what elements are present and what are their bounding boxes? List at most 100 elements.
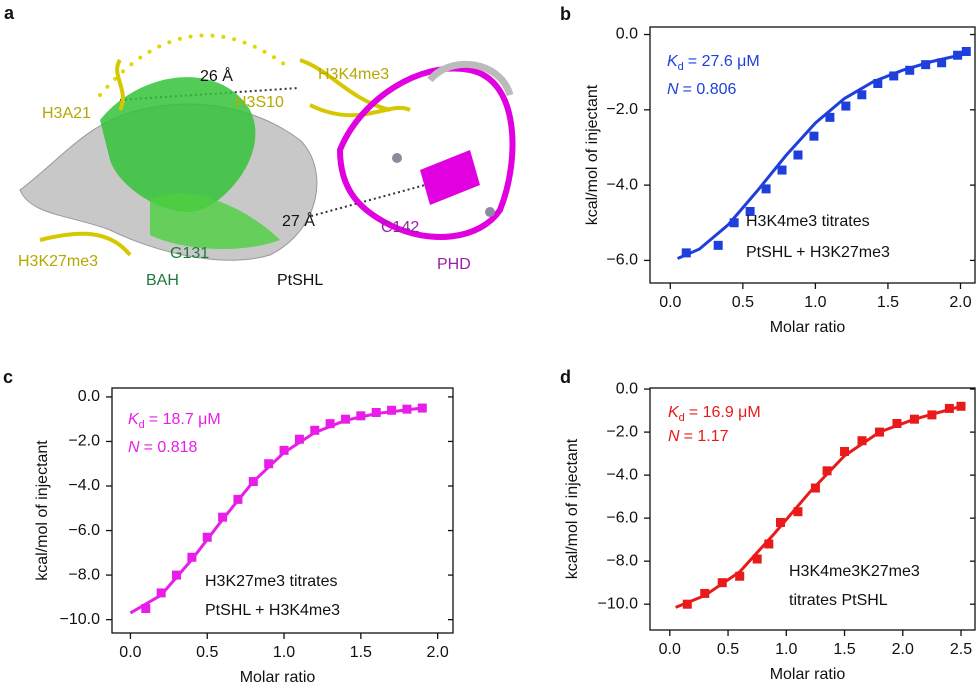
data-point bbox=[341, 415, 350, 424]
data-point bbox=[873, 79, 882, 88]
data-point bbox=[683, 600, 692, 609]
data-point bbox=[945, 404, 954, 413]
kd-value: = 18.7 μM bbox=[149, 411, 221, 428]
structure-label: 26 Å bbox=[200, 66, 233, 85]
structure-label: H3K27me3 bbox=[18, 253, 98, 270]
data-point bbox=[762, 184, 771, 193]
data-point bbox=[157, 588, 166, 597]
panel-label: d bbox=[560, 367, 571, 387]
data-point bbox=[280, 446, 289, 455]
figure: a 26 Å H3K4me3 H3A21 H3S10 27 Å C142 H3K… bbox=[0, 0, 980, 695]
n-value: = 0.818 bbox=[144, 439, 198, 456]
y-tick-label: −8.0 bbox=[68, 566, 100, 583]
n-annotation: N= 0.818 bbox=[128, 439, 197, 456]
x-tick-label: 0.0 bbox=[119, 644, 141, 661]
x-tick-label: 0.5 bbox=[732, 294, 754, 311]
panel-label: b bbox=[560, 4, 571, 24]
data-point bbox=[889, 71, 898, 80]
note: titrates PtSHL bbox=[789, 592, 888, 609]
note: PtSHL + H3K27me3 bbox=[746, 244, 890, 261]
data-point bbox=[372, 408, 381, 417]
kd-annotation: Kd= 16.9 μM bbox=[668, 404, 761, 424]
y-tick-label: −4.0 bbox=[606, 176, 638, 193]
x-tick-label: 2.0 bbox=[949, 294, 971, 311]
data-point bbox=[264, 459, 273, 468]
data-point bbox=[823, 466, 832, 475]
note: H3K27me3 titrates bbox=[205, 573, 338, 590]
x-tick-label: 0.5 bbox=[196, 644, 218, 661]
x-tick-label: 1.5 bbox=[350, 644, 372, 661]
note: PtSHL + H3K4me3 bbox=[205, 602, 340, 619]
data-point bbox=[700, 589, 709, 598]
structure-label: PtSHL bbox=[277, 272, 323, 289]
data-point bbox=[857, 90, 866, 99]
data-point bbox=[910, 415, 919, 424]
y-axis-label: kcal/mol of injectant bbox=[584, 84, 601, 225]
x-tick-label: 2.0 bbox=[892, 641, 914, 658]
n-annotation: N= 1.17 bbox=[668, 428, 729, 445]
data-point bbox=[921, 60, 930, 69]
structure-label: G131 bbox=[170, 245, 209, 262]
x-tick-label: 1.5 bbox=[833, 641, 855, 658]
x-tick-label: 2.5 bbox=[950, 641, 972, 658]
y-tick-label: −6.0 bbox=[68, 522, 100, 539]
n-symbol: N bbox=[128, 439, 140, 456]
y-tick-label: −10.0 bbox=[60, 611, 101, 628]
data-point bbox=[203, 533, 212, 542]
data-point bbox=[927, 410, 936, 419]
n-symbol: N bbox=[668, 428, 680, 445]
data-point bbox=[858, 436, 867, 445]
kd-annotation: Kd= 18.7 μM bbox=[128, 411, 221, 431]
data-point bbox=[418, 404, 427, 413]
data-point bbox=[778, 166, 787, 175]
n-symbol: N bbox=[667, 81, 679, 98]
data-point bbox=[249, 477, 258, 486]
x-tick-label: 1.0 bbox=[804, 294, 826, 311]
structure-panel: a 26 Å H3K4me3 H3A21 H3S10 27 Å C142 H3K… bbox=[4, 3, 512, 289]
data-point bbox=[714, 241, 723, 250]
data-point bbox=[187, 553, 196, 562]
structure-label: H3S10 bbox=[235, 94, 284, 111]
data-point bbox=[825, 113, 834, 122]
y-tick-label: −6.0 bbox=[606, 509, 638, 526]
data-point bbox=[764, 539, 773, 548]
y-tick-label: 0.0 bbox=[78, 388, 100, 405]
data-point bbox=[326, 419, 335, 428]
kd-subscript: d bbox=[678, 61, 684, 73]
y-axis-label: kcal/mol of injectant bbox=[564, 438, 581, 579]
panel-label: c bbox=[3, 367, 13, 387]
structure-label: 27 Å bbox=[282, 211, 315, 230]
x-axis-label: Molar ratio bbox=[240, 669, 316, 686]
n-value: = 0.806 bbox=[683, 81, 737, 98]
data-point bbox=[735, 572, 744, 581]
data-point bbox=[682, 248, 691, 257]
x-axis-label: Molar ratio bbox=[770, 666, 846, 683]
data-point bbox=[811, 484, 820, 493]
n-value: = 1.17 bbox=[684, 428, 729, 445]
note: H3K4me3 titrates bbox=[746, 213, 870, 230]
x-tick-label: 0.5 bbox=[717, 641, 739, 658]
data-point bbox=[840, 447, 849, 456]
data-point bbox=[218, 513, 227, 522]
y-tick-label: −10.0 bbox=[598, 595, 639, 612]
data-point bbox=[233, 495, 242, 504]
kd-value: = 27.6 μM bbox=[688, 53, 760, 70]
ribbon bbox=[420, 150, 480, 205]
y-tick-label: 0.0 bbox=[616, 26, 638, 43]
data-point bbox=[172, 571, 181, 580]
y-tick-label: −2.0 bbox=[606, 423, 638, 440]
structure-label: C142 bbox=[381, 219, 419, 236]
data-point bbox=[730, 218, 739, 227]
kd-subscript: d bbox=[679, 412, 685, 424]
note: H3K4me3K27me3 bbox=[789, 563, 920, 580]
data-point bbox=[962, 47, 971, 56]
data-point bbox=[937, 58, 946, 67]
y-axis-label: kcal/mol of injectant bbox=[34, 440, 51, 581]
kd-value: = 16.9 μM bbox=[689, 404, 761, 421]
x-tick-label: 0.0 bbox=[659, 294, 681, 311]
zinc bbox=[392, 153, 402, 163]
data-point bbox=[957, 402, 966, 411]
x-tick-label: 0.0 bbox=[659, 641, 681, 658]
